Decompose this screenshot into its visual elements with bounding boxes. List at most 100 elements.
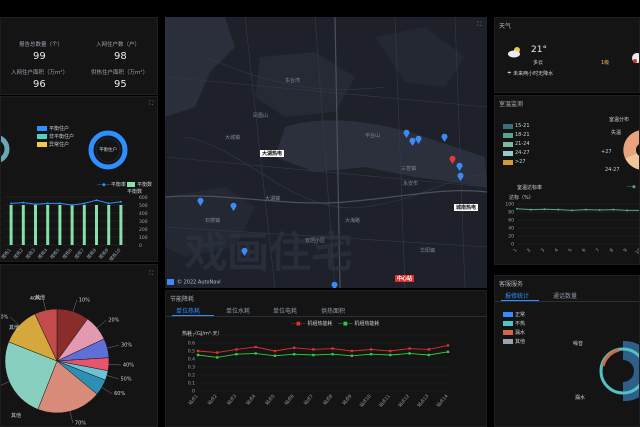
- y-tick-label: 60: [508, 218, 514, 224]
- service-legend-1: 正常: [515, 312, 526, 318]
- map-pin-icon[interactable]: [331, 281, 338, 288]
- line-point: [312, 353, 315, 357]
- pie-label: 50%: [120, 376, 131, 382]
- pie-leader-line: [101, 387, 113, 394]
- map-pin-icon[interactable]: [230, 202, 237, 211]
- pie-leader-line: [10, 317, 20, 326]
- x-tick-label: 楼栋5: [48, 247, 61, 261]
- line-point: [446, 344, 450, 347]
- temp-line-legend: —◆: [627, 184, 636, 190]
- x-tick-label: 1: [512, 247, 519, 253]
- map-pin-icon[interactable]: [441, 133, 448, 142]
- x-tick-label: 站点9: [340, 393, 353, 407]
- y-tick-label: 0: [511, 242, 514, 248]
- x-tick-label: 站点7: [302, 393, 315, 407]
- poi-label-chengnan[interactable]: 城南热电: [454, 204, 479, 211]
- bar: [119, 205, 123, 245]
- temp-pie-label: 24-27: [605, 167, 620, 173]
- map-pin-icon[interactable]: [415, 135, 422, 144]
- map-pin-icon[interactable]: [457, 172, 464, 181]
- tab-unit-water[interactable]: 单位水耗: [226, 308, 251, 315]
- service-legend-2: 不热: [515, 321, 526, 327]
- service-title: 客服服务: [499, 281, 524, 288]
- map-expand-icon[interactable]: ⛶: [477, 21, 482, 28]
- line-point: [216, 351, 219, 354]
- map-label: 华阳镇: [420, 248, 436, 254]
- y-tick-label: 500: [139, 203, 148, 209]
- weather-temp: 21°: [531, 45, 547, 55]
- bar: [9, 205, 13, 245]
- tab-heat-area[interactable]: 供热面积: [321, 308, 346, 315]
- x-tick-label: 楼栋6: [61, 247, 74, 261]
- x-tick-label: 4: [553, 247, 560, 253]
- x-tick-label: 10: [634, 247, 640, 255]
- line-point: [612, 208, 615, 211]
- map-attribution: © 2022 AutoNavi: [167, 279, 221, 286]
- map-pin-icon[interactable]: [403, 129, 410, 138]
- pie-label: 30%: [121, 343, 132, 349]
- energy-legend-2: —■— 机组热能耗: [338, 321, 380, 327]
- series-line: [197, 344, 449, 354]
- poi-label-center[interactable]: 中心站: [395, 275, 415, 282]
- series-line: [197, 351, 449, 358]
- line-point: [71, 204, 74, 206]
- map-label: 大城镇: [225, 135, 241, 141]
- map-pin-icon[interactable]: [449, 155, 456, 164]
- line-point: [254, 345, 257, 349]
- donut-label: 平衡住户: [99, 148, 117, 153]
- map-pin-icon[interactable]: [409, 137, 416, 146]
- weather-extra-icon: [632, 53, 639, 63]
- map-pin-icon[interactable]: [197, 197, 204, 206]
- line-point: [557, 208, 560, 211]
- poi-label-dahu[interactable]: 大湖热电: [260, 150, 285, 157]
- pie-label: 60%: [114, 391, 125, 397]
- tab-unit-power[interactable]: 单位电耗: [273, 308, 298, 315]
- line-point: [254, 352, 257, 355]
- legend-swatch-balanced: [37, 126, 47, 131]
- x-tick-label: 站点4: [244, 393, 257, 407]
- y-tick-label: 0.7: [188, 333, 195, 339]
- pie-leader-line: [1, 381, 10, 386]
- line-point: [331, 353, 334, 356]
- x-tick-label: 8: [609, 247, 616, 253]
- temp-legend-3: 21-24: [515, 141, 530, 147]
- line-point: [216, 356, 219, 359]
- svg-text:戏画住宅: 戏画住宅: [185, 228, 353, 277]
- left-top-panel: 报告总数量（个） 99 入网住户数（户） 98 入网住户面积（万m²） 96 供…: [0, 17, 158, 95]
- line-point: [350, 354, 354, 357]
- line-legend-rate: —◆—平衡率: [97, 182, 126, 188]
- tab-unit-heat[interactable]: 单位热耗: [176, 308, 201, 315]
- map-pin-icon[interactable]: [456, 162, 463, 171]
- bar: [46, 205, 50, 245]
- tab-underline: [172, 315, 214, 316]
- y-tick-label: 20: [508, 234, 514, 240]
- temp-line-unit: 达标（%）: [509, 195, 534, 201]
- line-point: [427, 353, 430, 357]
- map-pin-icon[interactable]: [241, 247, 248, 256]
- line-point: [626, 209, 629, 212]
- service-panel: 客服服务 报修统计 通话数量 正常 不热 漏水 其他 噪音 漏水: [494, 275, 640, 427]
- tab-repair[interactable]: 报修统计: [505, 293, 530, 300]
- map-view[interactable]: 戏画住宅 凤凰山 大城镇 东台湾 平台山 三苍镇 永安市 大湖镇 大海路 安居小…: [165, 17, 487, 288]
- line-point: [10, 202, 13, 205]
- x-tick-label: 9: [622, 247, 629, 253]
- legend-unbalanced: 非平衡住户: [49, 134, 75, 140]
- legend-swatch: [503, 142, 513, 147]
- y-tick-label: 100: [139, 235, 148, 241]
- y-tick-label: 200: [139, 227, 148, 233]
- tab-calls[interactable]: 通话数量: [553, 293, 578, 300]
- y-tick-label: 0.6: [188, 341, 195, 347]
- y-tick-label: 0: [139, 243, 142, 249]
- x-tick-label: 站点1: [187, 393, 200, 407]
- map-terrain: 戏画住宅: [165, 17, 487, 288]
- x-tick-label: 2: [526, 247, 533, 253]
- expand-icon[interactable]: ⛶: [149, 270, 154, 277]
- line-point: [571, 209, 574, 212]
- expand-icon[interactable]: ⛶: [149, 100, 154, 107]
- legend-swatch: [503, 160, 513, 165]
- service-pie-label: 漏水: [575, 395, 586, 401]
- y-tick-label: 0: [192, 389, 195, 395]
- x-tick-label: 楼栋8: [85, 247, 98, 261]
